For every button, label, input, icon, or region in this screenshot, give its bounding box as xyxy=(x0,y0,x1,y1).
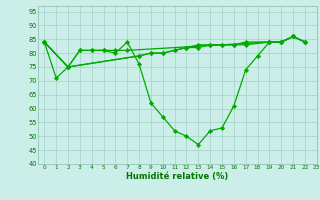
X-axis label: Humidité relative (%): Humidité relative (%) xyxy=(126,172,229,181)
